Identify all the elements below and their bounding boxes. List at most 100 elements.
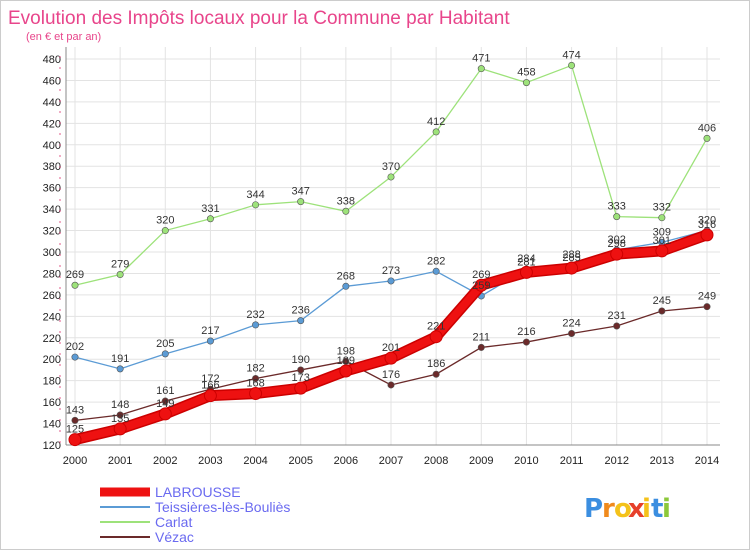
data-point	[252, 321, 260, 329]
data-label: 148	[111, 399, 129, 411]
proxiti-logo: Pr oxi ti	[584, 494, 671, 524]
data-label: 232	[246, 309, 264, 321]
data-point	[658, 214, 666, 222]
chart-subtitle: (en € et par an)	[26, 31, 101, 43]
data-label: 216	[517, 326, 535, 338]
data-label: 458	[517, 67, 535, 79]
data-point	[432, 370, 440, 378]
data-point	[297, 317, 305, 325]
data-label: 217	[201, 325, 219, 337]
data-point	[703, 303, 711, 311]
y-tick-label: 320	[43, 226, 61, 238]
data-label: 224	[562, 317, 580, 329]
x-tick-label: 2011	[560, 455, 584, 467]
data-label: 301	[653, 235, 671, 247]
data-point	[519, 265, 533, 279]
data-label: 168	[246, 378, 264, 390]
y-tick-label: 400	[43, 140, 61, 152]
series-lines	[68, 61, 714, 447]
data-point	[522, 338, 530, 346]
data-point	[342, 282, 350, 290]
data-point	[522, 79, 530, 87]
data-label: 202	[66, 341, 84, 353]
data-label: 135	[111, 413, 129, 425]
data-labels: 269 279 320 331 344 347 338 370 412 471 458 474 333 3…	[66, 49, 716, 435]
data-point	[161, 227, 169, 235]
data-label: 249	[698, 291, 716, 303]
data-label: 279	[111, 259, 129, 271]
data-point	[206, 337, 214, 345]
data-label: 221	[427, 321, 445, 333]
y-tick-label: 480	[43, 54, 61, 66]
data-label: 284	[517, 253, 535, 265]
data-point	[161, 397, 169, 405]
data-label: 412	[427, 116, 445, 128]
x-tick-label: 2009	[469, 455, 493, 467]
x-tick-label: 2001	[108, 455, 132, 467]
data-label: 370	[382, 161, 400, 173]
data-point	[161, 350, 169, 358]
data-point	[71, 353, 79, 361]
data-point	[203, 389, 217, 403]
data-label: 273	[382, 265, 400, 277]
data-label: 173	[292, 372, 310, 384]
data-point	[658, 307, 666, 315]
data-point	[432, 128, 440, 136]
data-point	[477, 65, 485, 73]
data-point	[294, 381, 308, 395]
logo-letter: i	[642, 494, 651, 524]
data-point	[703, 134, 711, 142]
data-point	[384, 351, 398, 365]
y-tick-label: 260	[43, 290, 61, 302]
y-tick-label: 340	[43, 204, 61, 216]
logo-letter: P	[584, 494, 603, 524]
data-point	[387, 277, 395, 285]
data-label: 143	[66, 404, 84, 416]
plot-area	[66, 47, 720, 445]
legend-label: Vézac	[155, 529, 194, 545]
data-point	[116, 411, 124, 419]
data-point	[249, 387, 263, 401]
x-tick-label: 2010	[514, 455, 538, 467]
x-tick-label: 2014	[695, 455, 719, 467]
x-tick-label: 2003	[198, 455, 222, 467]
data-point	[474, 278, 488, 292]
data-label: 471	[472, 53, 490, 65]
axes: 120 140 160 180 200 220 240 260 280 300 320 340 360 3…	[43, 47, 720, 467]
data-point	[387, 173, 395, 181]
data-point	[477, 343, 485, 351]
data-point	[339, 364, 353, 378]
data-point	[297, 366, 305, 374]
y-tick-label: 360	[43, 183, 61, 195]
y-tick-label: 220	[43, 333, 61, 345]
x-tick-label: 2012	[604, 455, 628, 467]
data-point	[565, 261, 579, 275]
data-label: 406	[698, 122, 716, 134]
data-label: 268	[337, 270, 355, 282]
legend-label: Carlat	[155, 514, 192, 530]
data-label: 211	[473, 331, 491, 343]
data-label: 331	[201, 203, 219, 215]
data-label: 161	[156, 385, 174, 397]
x-tick-label: 2004	[243, 455, 267, 467]
data-point	[297, 198, 305, 206]
data-label: 245	[653, 295, 671, 307]
data-point	[613, 322, 621, 330]
y-tick-label: 440	[43, 97, 61, 109]
data-point	[71, 281, 79, 289]
data-point	[252, 201, 260, 209]
logo-letter: i	[662, 494, 671, 524]
data-label: 236	[292, 305, 310, 317]
data-label: 198	[337, 345, 355, 357]
data-point	[116, 365, 124, 373]
data-point	[387, 381, 395, 389]
data-label: 333	[608, 201, 626, 213]
x-tick-label: 2005	[288, 455, 312, 467]
logo-letter: x	[628, 494, 645, 524]
y-tick-label: 280	[43, 268, 61, 280]
data-label: 269	[472, 269, 490, 281]
x-tick-label: 2013	[650, 455, 674, 467]
data-label: 166	[201, 380, 219, 392]
data-label: 344	[246, 189, 264, 201]
